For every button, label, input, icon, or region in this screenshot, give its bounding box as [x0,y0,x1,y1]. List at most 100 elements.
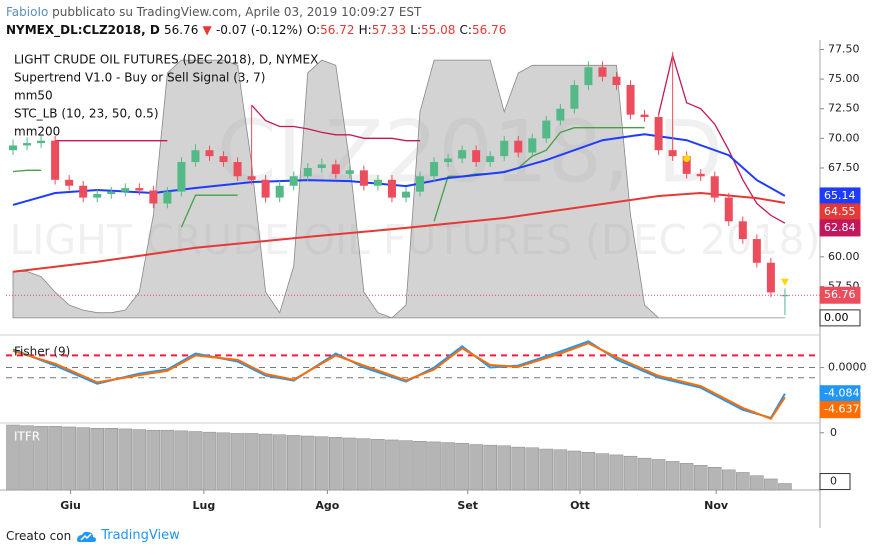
candle-body [247,176,256,180]
x-tick-label: Nov [704,499,729,512]
indicator-line [12,191,786,273]
candle-body [598,67,607,77]
histogram-bar [160,429,175,491]
histogram-bar [188,431,203,491]
watermark: CLZ2018, D [217,102,724,202]
histogram-bar [567,450,582,491]
candle-body [668,150,677,157]
candle-body [584,67,593,86]
candle-body [654,117,663,151]
candle-body [219,156,228,163]
candle-body [682,156,691,174]
y-tick-label: 75.00 [828,72,860,85]
x-tick-label: Giu [60,499,81,512]
candle-body [9,145,18,151]
candle-body [486,156,495,163]
legend-entry: Supertrend V1.0 - Buy or Sell Signal (3,… [14,71,265,85]
price-label: 65.14 [824,189,856,202]
price-label: 64.55 [824,205,856,218]
histogram-bar [315,436,329,491]
histogram-bar [623,455,638,491]
y-tick-label: 67.50 [828,161,860,174]
candle-body [542,120,551,139]
ohlc-key: O: [306,23,321,37]
y-tick-label: 0 [830,426,837,439]
histogram-bar [497,445,511,491]
histogram-bar [455,442,469,491]
histogram-bar [441,442,455,491]
histogram-bar [736,472,750,491]
ohlc-value: 55.08 [421,23,456,37]
price-label-box [819,473,851,491]
histogram-bar [20,425,34,491]
histogram-bar [665,461,680,491]
candle-body [416,176,425,192]
histogram-bar [693,465,708,491]
histogram-bar [778,483,792,491]
author[interactable]: FabioIo [6,5,49,19]
histogram-bar [230,433,245,491]
candle-body [626,85,635,115]
price-label-box [819,309,861,327]
histogram-bar [722,469,736,491]
ohlc-key: H: [358,23,372,37]
histogram-bar [469,444,483,491]
footer: Creato con TradingView [6,528,180,543]
candle-body [37,140,46,144]
supertrend-down [55,52,786,224]
histogram-bar [343,437,357,491]
candle-body [261,179,270,198]
histogram-bar [6,424,20,491]
histogram-bar [258,433,273,491]
stc-area [12,59,786,319]
pane-title: Fisher (9) [14,345,70,359]
brand[interactable]: TradingView [101,528,180,543]
y-tick-label: 60.00 [828,250,860,263]
candle-body [696,173,705,177]
signal-dot [683,154,691,162]
candle-body [107,191,116,195]
candle-body [317,164,326,168]
candle-body [528,138,537,153]
histogram-bar [651,459,666,491]
candle-body [514,140,523,153]
histogram-bar [525,447,540,491]
histogram-bar [48,426,62,491]
price-label: -4.0849 [824,387,866,400]
candle-body [458,150,467,159]
histogram-bar [300,435,315,491]
candle-body [289,176,298,186]
candle-body [444,158,453,163]
histogram-bar [146,429,161,491]
candle-body [331,164,340,174]
histogram-bar [427,441,441,491]
histogram-bar [90,428,104,491]
candle-body [79,185,88,198]
made-with: Creato con [6,528,72,543]
candle-body [612,76,621,86]
histogram-bar [750,475,764,491]
signal-triangle [780,278,789,286]
histogram-bar [104,428,119,491]
ohlc-value: 56.76 [471,23,507,37]
price-label: 0.00 [824,311,849,324]
price-label-box [819,401,861,419]
logo[interactable] [75,529,97,543]
candle-body [430,162,439,177]
candle-body [51,140,60,180]
histogram-bar [679,463,694,491]
indicator-line [12,133,786,206]
candle-body [387,179,396,198]
histogram-bar [76,427,90,491]
histogram-bar [609,454,624,491]
candle-body [135,188,144,191]
pane-title: ITFR [14,430,40,444]
ohlc-key: L: [410,23,421,37]
y-tick-label: 0 [830,475,837,488]
histogram-bar [34,426,48,491]
candle-body [121,188,130,192]
y-tick-label: 77.50 [828,42,860,55]
candle-body [345,170,354,174]
histogram-bar [244,433,259,491]
candle-body [752,239,761,263]
